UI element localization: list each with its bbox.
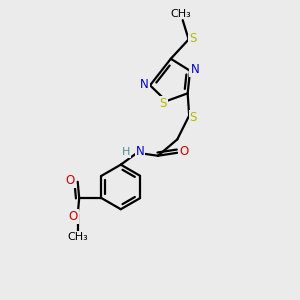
Text: N: N — [136, 146, 144, 158]
Text: CH₃: CH₃ — [67, 232, 88, 242]
Text: O: O — [179, 146, 188, 158]
Text: H: H — [122, 147, 130, 157]
Text: S: S — [160, 97, 167, 110]
Text: N: N — [190, 63, 199, 76]
Text: O: O — [69, 210, 78, 223]
Text: S: S — [190, 111, 197, 124]
Text: S: S — [189, 32, 196, 45]
Text: O: O — [66, 174, 75, 187]
Text: N: N — [140, 78, 149, 91]
Text: CH₃: CH₃ — [171, 9, 192, 19]
